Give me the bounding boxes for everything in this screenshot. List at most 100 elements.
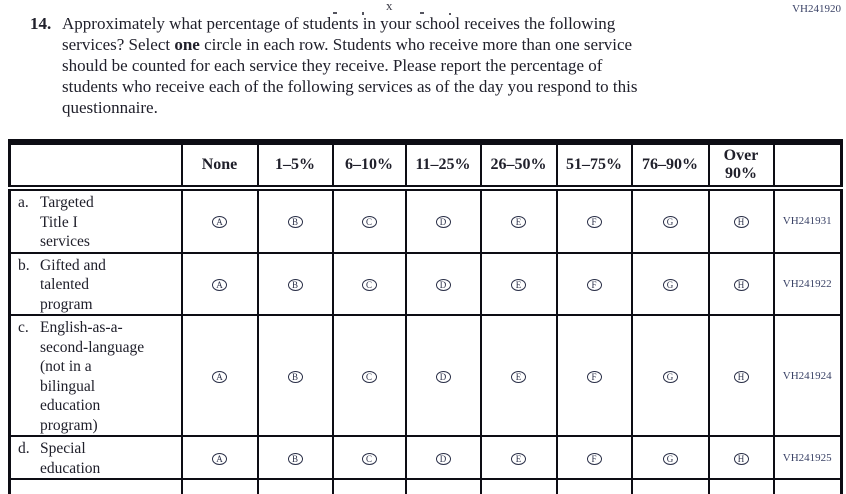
option-circle-c-a[interactable]: A [212, 370, 227, 383]
option-circle-b-b[interactable]: B [287, 278, 303, 291]
header-cell-1-5-: 1–5% [256, 141, 334, 191]
truncated-cell [555, 478, 633, 494]
truncated-cell [707, 478, 775, 494]
option-circle-a-h[interactable]: H [733, 216, 749, 229]
row-label-line: Title I [40, 213, 78, 231]
option-cell-c-a: A [180, 314, 259, 437]
row-label-line: services [40, 233, 90, 250]
option-cell-d-c: C [331, 435, 407, 480]
option-cell-c-f: F [555, 314, 633, 437]
option-cell-b-e: E [479, 251, 558, 316]
truncated-cell [630, 478, 710, 494]
option-circle-c-d[interactable]: D [435, 370, 451, 383]
option-cell-c-e: E [479, 314, 558, 437]
header-row: None 1–5% 6–10% 11–25% 26–50% 51–75% 76–90% Ove… [8, 141, 843, 191]
table-row-b: b. Gifted and talented program A B C D E F G H VH241… [8, 251, 843, 316]
option-circle-d-f[interactable]: F [586, 452, 602, 465]
table-row-truncated [8, 478, 843, 494]
option-circle-c-f[interactable]: F [586, 370, 602, 383]
option-circle-b-d[interactable]: D [435, 278, 451, 291]
row-label-line: second-language [40, 338, 145, 356]
row-label-line: Gifted and [40, 256, 106, 274]
question-accession-code: VH241920 [792, 3, 841, 15]
row-label-cell-c: c. English-as-a-second-language (not in a b… [8, 314, 183, 437]
option-cell-d-g: G [630, 435, 710, 480]
option-circle-d-d[interactable]: D [435, 452, 451, 465]
row-label-line: program) [40, 416, 98, 434]
option-circle-a-b[interactable]: B [287, 216, 303, 229]
row-label-text: Targeted Title I services [40, 193, 94, 252]
question-block: 14. Approximately what percentage of stu… [30, 13, 638, 118]
option-cell-c-h: H [707, 314, 775, 437]
option-circle-c-g[interactable]: G [662, 370, 678, 383]
option-circle-a-d[interactable]: D [435, 216, 451, 229]
row-label-wrap: c. English-as-a-second-language (not in a b… [18, 318, 179, 435]
header-cell-51-75-: 51–75% [555, 141, 633, 191]
row-code-cell-a: VH241931 [772, 187, 843, 254]
option-circle-d-g[interactable]: G [662, 452, 678, 465]
row-label-wrap: d. Special education [18, 439, 179, 478]
option-circle-a-e[interactable]: E [511, 216, 526, 229]
option-circle-a-c[interactable]: C [361, 216, 377, 229]
page-crop-artifact-mark [333, 12, 337, 14]
option-circle-b-h[interactable]: H [733, 278, 749, 291]
truncated-cell [404, 478, 482, 494]
option-circle-b-a[interactable]: A [212, 278, 227, 291]
row-code-cell-c: VH241924 [772, 314, 843, 437]
header-cell-6-10-: 6–10% [331, 141, 407, 191]
option-cell-a-f: F [555, 187, 633, 254]
row-label-wrap: b. Gifted and talented program [18, 256, 179, 315]
header-cell-11-25-: 11–25% [404, 141, 482, 191]
page-crop-artifact-mark [449, 13, 451, 15]
option-circle-b-g[interactable]: G [662, 278, 678, 291]
option-circle-a-g[interactable]: G [662, 216, 678, 229]
option-cell-b-g: G [630, 251, 710, 316]
question-line-segment: services? Select [62, 35, 175, 54]
header-cell-over-90-: Over 90% [707, 141, 775, 191]
row-label-cell-b: b. Gifted and talented program [8, 251, 183, 316]
option-cell-a-g: G [630, 187, 710, 254]
truncated-cell [256, 478, 334, 494]
row-item-letter: a. [18, 194, 29, 211]
question-line: students who receive each of the followi… [62, 77, 638, 96]
option-circle-d-e[interactable]: E [511, 452, 526, 465]
question-line-segment: circle in each row. Students who receive… [199, 35, 633, 54]
option-circle-b-f[interactable]: F [586, 278, 602, 291]
option-cell-d-a: A [180, 435, 259, 480]
option-circle-d-b[interactable]: B [287, 452, 303, 465]
option-circle-d-h[interactable]: H [733, 452, 749, 465]
option-circle-c-b[interactable]: B [287, 370, 303, 383]
option-cell-b-b: B [256, 251, 334, 316]
option-circle-c-c[interactable]: C [361, 370, 377, 383]
option-circle-d-a[interactable]: A [212, 452, 227, 465]
option-cell-b-c: C [331, 251, 407, 316]
question-number: 14. [30, 14, 52, 33]
header-cell-76-90-: 76–90% [630, 141, 710, 191]
option-cell-d-f: F [555, 435, 633, 480]
option-cell-b-h: H [707, 251, 775, 316]
option-cell-a-b: B [256, 187, 334, 254]
option-circle-b-c[interactable]: C [361, 278, 377, 291]
header-cell-empty-label [8, 141, 183, 191]
row-label-line: Targeted [40, 194, 94, 211]
option-cell-c-d: D [404, 314, 482, 437]
option-cell-d-d: D [404, 435, 482, 480]
truncated-cell [8, 478, 183, 494]
option-circle-d-c[interactable]: C [361, 452, 377, 465]
option-circle-a-f[interactable]: F [586, 216, 602, 229]
truncated-cell [331, 478, 407, 494]
option-cell-d-b: B [256, 435, 334, 480]
question-text: Approximately what percentage of student… [62, 13, 638, 118]
table-row-d: d. Special education A B C D E F G H VH241925 [8, 435, 843, 480]
row-label-line: talented [40, 276, 90, 293]
row-label-cell-a: a. Targeted Title I services [8, 187, 183, 254]
option-circle-c-e[interactable]: E [511, 370, 526, 383]
row-label-line: education [40, 397, 101, 414]
header-cell-26-50-: 26–50% [479, 141, 558, 191]
option-circle-c-h[interactable]: H [733, 370, 749, 383]
question-line: should be counted for each service they … [62, 56, 603, 75]
option-circle-b-e[interactable]: E [511, 278, 526, 291]
option-circle-a-a[interactable]: A [212, 216, 227, 229]
row-label-line: English-as-a- [40, 319, 123, 336]
